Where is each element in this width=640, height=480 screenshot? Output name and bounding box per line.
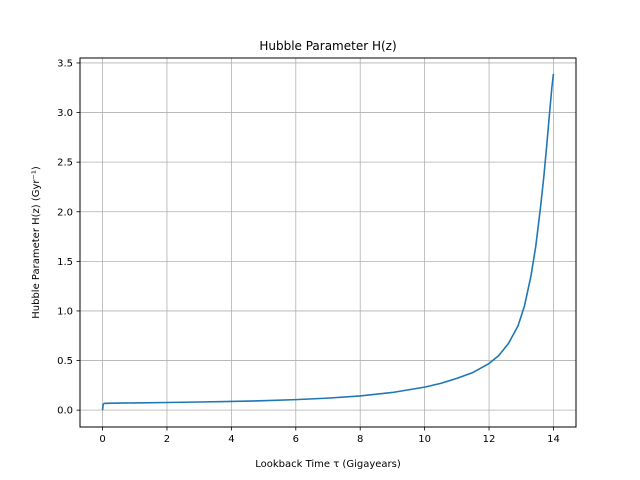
series-line: [101, 73, 555, 411]
x-tick-label: 6: [293, 434, 299, 445]
y-tick-label: 2.0: [57, 207, 73, 218]
x-tick-label: 14: [547, 434, 560, 445]
y-tick-label: 3.5: [57, 58, 73, 69]
y-tick-label: 0.5: [57, 356, 73, 367]
y-tick-label: 1.5: [57, 257, 73, 268]
chart-title: Hubble Parameter H(z): [259, 39, 396, 53]
y-axis: 0.0 0.5 1.0 1.5 2.0 2.5 3.0 3.5: [57, 58, 80, 417]
axes-frame: [79, 57, 577, 428]
x-tick-label: 10: [418, 434, 431, 445]
y-tick-label: 0.0: [57, 406, 73, 417]
y-axis-label: Hubble Parameter H(z) (Gyr⁻¹): [31, 166, 42, 319]
x-tick-label: 12: [483, 434, 496, 445]
y-tick-label: 2.5: [57, 158, 73, 169]
x-axis-label: Lookback Time τ (Gigayears): [255, 459, 401, 470]
y-tick-label: 1.0: [57, 306, 73, 317]
x-tick-label: 8: [357, 434, 363, 445]
x-tick-label: 4: [228, 434, 234, 445]
y-tick-label: 3.0: [57, 108, 73, 119]
series-layer: [101, 73, 555, 411]
x-axis: 0 2 4 6 8 10 12 14: [99, 427, 560, 445]
plot-area: [80, 58, 576, 427]
x-tick-label: 2: [164, 434, 170, 445]
x-tick-label: 0: [99, 434, 105, 445]
